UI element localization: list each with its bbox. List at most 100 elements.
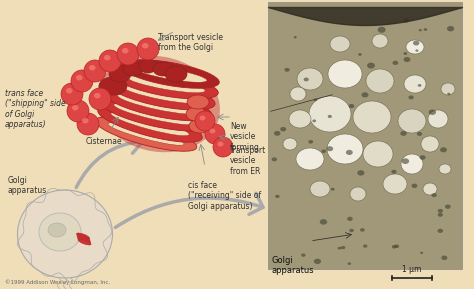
Ellipse shape (77, 113, 99, 135)
Ellipse shape (61, 83, 83, 105)
Ellipse shape (195, 111, 215, 131)
Ellipse shape (327, 134, 363, 164)
Ellipse shape (274, 131, 281, 136)
Ellipse shape (123, 62, 143, 76)
Text: trans face
("shipping" side
of Golgi
apparatus): trans face ("shipping" side of Golgi app… (5, 89, 66, 129)
Ellipse shape (350, 187, 366, 201)
Ellipse shape (77, 237, 91, 243)
Ellipse shape (284, 68, 290, 72)
Ellipse shape (330, 36, 350, 52)
Ellipse shape (331, 188, 335, 191)
Ellipse shape (403, 18, 409, 23)
Ellipse shape (66, 88, 73, 93)
Ellipse shape (424, 28, 427, 31)
Ellipse shape (413, 41, 419, 45)
Ellipse shape (89, 88, 111, 110)
Ellipse shape (109, 66, 131, 82)
Ellipse shape (445, 205, 451, 209)
Ellipse shape (428, 110, 448, 128)
Text: cis face
("receiving" side of
Golgi apparatus): cis face ("receiving" side of Golgi appa… (188, 181, 261, 211)
Text: Transport
vesicle
from ER: Transport vesicle from ER (230, 146, 266, 176)
Text: Cisternae: Cisternae (86, 137, 123, 146)
Ellipse shape (346, 150, 353, 155)
FancyArrowPatch shape (76, 131, 143, 188)
Ellipse shape (99, 50, 121, 72)
Ellipse shape (296, 148, 324, 170)
Ellipse shape (153, 62, 173, 76)
Ellipse shape (349, 104, 354, 108)
Ellipse shape (121, 60, 219, 88)
Ellipse shape (383, 174, 407, 194)
Ellipse shape (404, 75, 426, 93)
Ellipse shape (415, 49, 419, 52)
Ellipse shape (347, 217, 353, 221)
Ellipse shape (438, 229, 443, 233)
Ellipse shape (439, 164, 451, 174)
Ellipse shape (431, 193, 437, 197)
Ellipse shape (72, 105, 79, 110)
Ellipse shape (310, 181, 330, 197)
Ellipse shape (109, 78, 215, 110)
Ellipse shape (104, 55, 110, 60)
FancyArrowPatch shape (115, 193, 263, 227)
Ellipse shape (321, 149, 326, 153)
Text: Golgi
apparatus: Golgi apparatus (272, 256, 315, 275)
Ellipse shape (438, 209, 443, 213)
Ellipse shape (406, 40, 424, 54)
Text: Transport vesicle
from the Golgi: Transport vesicle from the Golgi (158, 33, 223, 52)
Ellipse shape (337, 247, 341, 250)
Ellipse shape (297, 68, 323, 90)
Ellipse shape (438, 213, 443, 217)
Ellipse shape (82, 118, 89, 123)
Ellipse shape (398, 109, 426, 133)
Ellipse shape (421, 136, 439, 152)
Ellipse shape (440, 147, 447, 152)
Ellipse shape (289, 110, 311, 128)
Ellipse shape (447, 93, 450, 95)
Ellipse shape (122, 48, 128, 53)
Ellipse shape (293, 36, 297, 38)
Ellipse shape (283, 138, 297, 150)
Ellipse shape (200, 116, 206, 121)
Ellipse shape (401, 154, 423, 174)
Ellipse shape (39, 213, 81, 251)
Ellipse shape (275, 195, 280, 198)
Ellipse shape (137, 38, 159, 60)
Ellipse shape (111, 112, 189, 136)
Ellipse shape (76, 233, 90, 239)
Ellipse shape (366, 69, 394, 93)
Ellipse shape (347, 262, 351, 265)
Ellipse shape (423, 183, 437, 195)
Ellipse shape (314, 99, 317, 101)
Ellipse shape (94, 93, 100, 99)
Ellipse shape (280, 127, 286, 131)
Ellipse shape (394, 244, 399, 248)
Ellipse shape (417, 132, 422, 136)
Ellipse shape (122, 84, 202, 103)
Ellipse shape (411, 184, 418, 188)
Ellipse shape (142, 43, 148, 49)
Ellipse shape (78, 239, 91, 245)
Ellipse shape (418, 84, 421, 87)
Ellipse shape (48, 223, 66, 237)
Ellipse shape (328, 60, 362, 88)
Bar (268, 2, 462, 269)
Ellipse shape (186, 107, 206, 121)
Ellipse shape (419, 155, 426, 160)
Ellipse shape (358, 53, 362, 56)
Ellipse shape (420, 252, 423, 254)
Ellipse shape (378, 27, 386, 33)
Ellipse shape (441, 83, 455, 95)
Ellipse shape (67, 100, 89, 122)
Ellipse shape (400, 131, 407, 136)
Ellipse shape (117, 43, 139, 65)
Ellipse shape (441, 255, 447, 260)
Ellipse shape (84, 60, 106, 82)
Ellipse shape (392, 61, 398, 65)
Ellipse shape (108, 123, 184, 145)
Ellipse shape (118, 94, 198, 114)
Ellipse shape (98, 106, 202, 142)
Ellipse shape (409, 95, 414, 99)
Ellipse shape (419, 29, 422, 32)
Ellipse shape (349, 229, 354, 232)
